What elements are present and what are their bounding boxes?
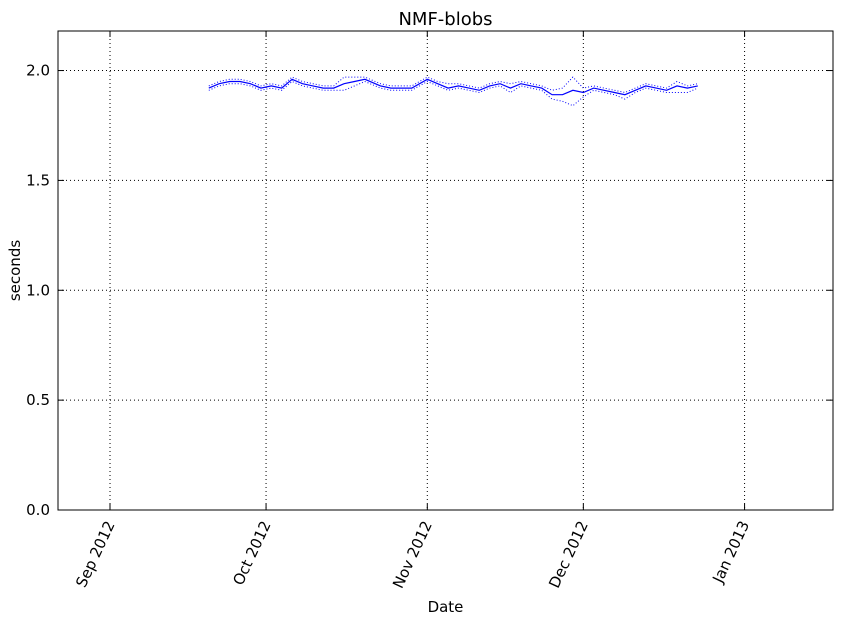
y-axis-title: seconds (6, 240, 24, 301)
series-line-mean (208, 78, 698, 96)
y-tick-label: 0.0 (26, 501, 50, 519)
y-tick-label: 1.5 (26, 171, 50, 189)
axes-frame (57, 30, 834, 511)
y-tick-label: 1.0 (26, 281, 50, 299)
series-line-band-2 (208, 80, 698, 107)
plot-area (58, 31, 833, 510)
y-tick-label: 0.5 (26, 391, 50, 409)
series-group (208, 76, 698, 107)
series-line-band-1 (208, 76, 698, 94)
x-axis-title: Date (428, 598, 464, 616)
chart-title: NMF-blobs (398, 9, 492, 30)
y-tick-label: 2.0 (26, 62, 50, 80)
